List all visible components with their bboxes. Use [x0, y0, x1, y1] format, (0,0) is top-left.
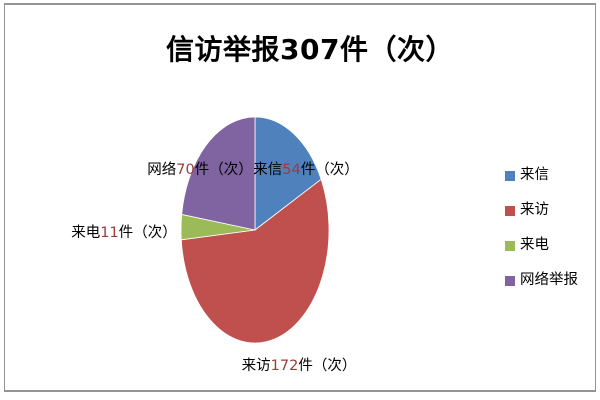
- pie-data-label-laixin: 来信54件（次）: [253, 163, 358, 178]
- legend-swatch-icon: [505, 275, 515, 286]
- slice-label-number: 54: [282, 161, 301, 178]
- legend-label: 来电: [520, 237, 549, 254]
- legend-item-laifang: 来访: [505, 193, 578, 228]
- pie-data-label-wangluo: 网络70件（次）: [147, 163, 252, 178]
- legend-swatch-icon: [505, 205, 515, 216]
- legend-label: 来信: [520, 167, 549, 184]
- legend-label: 网络举报: [520, 272, 578, 289]
- legend-swatch-icon: [505, 170, 515, 181]
- slice-label-prefix: 来访: [241, 357, 271, 374]
- pie-data-label-laidian: 来电11件（次）: [71, 226, 176, 241]
- pie-slice-来访: [180, 178, 330, 344]
- legend-item-wangluojubao: 网络举报: [505, 263, 578, 298]
- slice-label-prefix: 来信: [253, 161, 283, 178]
- legend-item-laixin: 来信: [505, 158, 578, 193]
- slice-label-prefix: 来电: [71, 224, 101, 241]
- legend-label: 来访: [520, 202, 549, 219]
- pie-slice-网络举报: [181, 116, 256, 231]
- pie-chart: [180, 116, 330, 344]
- slice-label-suffix: 件（次）: [194, 161, 253, 178]
- chart-legend: 来信 来访 来电 网络举报: [505, 158, 578, 298]
- legend-swatch-icon: [505, 240, 515, 251]
- slice-label-number: 172: [270, 357, 299, 374]
- slice-label-suffix: 件（次）: [118, 224, 177, 241]
- chart-title: 信访举报307件（次）: [166, 33, 454, 66]
- slice-label-number: 11: [100, 224, 119, 241]
- slice-label-suffix: 件（次）: [300, 161, 359, 178]
- slice-label-number: 70: [176, 161, 195, 178]
- pie-slice-来信: [254, 116, 322, 231]
- pie-data-label-laifang: 来访172件（次）: [242, 359, 357, 374]
- legend-item-laidian: 来电: [505, 228, 578, 263]
- slice-label-suffix: 件（次）: [298, 357, 357, 374]
- slice-label-prefix: 网络: [147, 161, 177, 178]
